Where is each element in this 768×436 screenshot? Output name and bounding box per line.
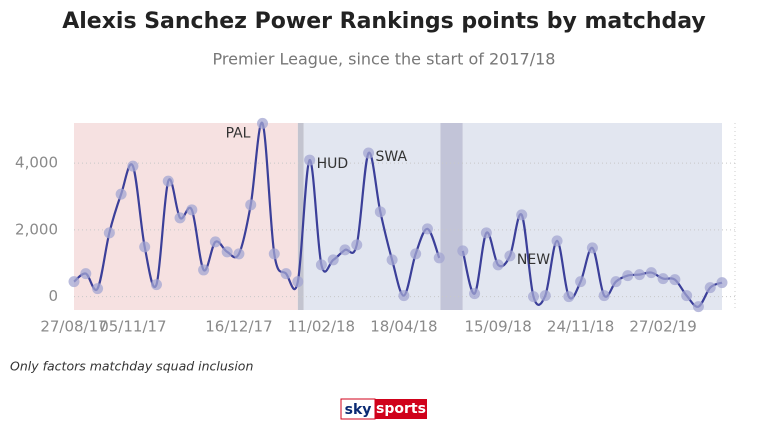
x-tick-label: 27/08/17 xyxy=(40,318,107,336)
data-point xyxy=(80,268,92,280)
data-point xyxy=(150,279,162,291)
annotation: SWA xyxy=(376,149,408,165)
period-band xyxy=(74,123,298,310)
data-point xyxy=(398,290,410,302)
data-point xyxy=(268,248,280,260)
data-point xyxy=(233,248,245,260)
data-point xyxy=(351,239,363,251)
data-point xyxy=(634,269,646,281)
chart-title: Alexis Sanchez Power Rankings points by … xyxy=(62,9,706,34)
data-point xyxy=(457,245,469,257)
data-point xyxy=(657,273,669,285)
data-point xyxy=(127,160,139,172)
data-point xyxy=(386,254,398,266)
data-point xyxy=(363,147,375,159)
data-point xyxy=(692,301,704,313)
data-point xyxy=(469,288,481,300)
y-tick-label: 0 xyxy=(48,287,58,305)
footnote: Only factors matchday squad inclusion xyxy=(10,359,253,374)
data-point xyxy=(280,268,292,280)
y-tick-label: 4,000 xyxy=(15,154,58,172)
data-point xyxy=(257,117,269,129)
data-point xyxy=(704,282,716,294)
data-point xyxy=(92,283,104,295)
data-point xyxy=(539,290,551,302)
period-band xyxy=(440,123,463,310)
data-point xyxy=(209,236,221,248)
data-point xyxy=(292,276,304,288)
annotation: HUD xyxy=(317,156,349,172)
y-tick-label: 2,000 xyxy=(15,220,58,238)
data-point xyxy=(174,212,186,224)
data-point xyxy=(198,264,210,276)
data-point xyxy=(681,290,693,302)
data-point xyxy=(315,259,327,271)
data-point xyxy=(245,199,257,211)
annotation: PAL xyxy=(226,125,251,141)
x-tick-label: 15/09/18 xyxy=(464,318,531,336)
data-point xyxy=(492,259,504,271)
data-point xyxy=(575,276,587,288)
data-point xyxy=(221,246,233,258)
data-point xyxy=(339,244,351,256)
data-point xyxy=(563,291,575,303)
data-point xyxy=(410,248,422,260)
x-tick-label: 11/02/18 xyxy=(288,318,355,336)
data-point xyxy=(716,277,728,289)
period-band xyxy=(297,123,304,310)
data-point xyxy=(327,254,339,266)
x-tick-label: 05/11/17 xyxy=(99,318,166,336)
data-point xyxy=(433,252,445,264)
logo-sky: sky xyxy=(345,402,372,418)
data-point xyxy=(162,175,174,187)
data-point xyxy=(304,154,316,166)
data-point xyxy=(622,270,634,282)
x-tick-label: 27/02/19 xyxy=(629,318,696,336)
chart-subtitle: Premier League, since the start of 2017/… xyxy=(213,50,556,69)
data-point xyxy=(186,204,198,216)
data-point xyxy=(669,274,681,286)
annotation: NEW xyxy=(517,252,550,268)
data-point xyxy=(103,227,115,239)
data-point xyxy=(139,241,151,253)
data-point xyxy=(480,227,492,239)
logo-sky-box xyxy=(340,398,376,420)
data-point xyxy=(551,235,563,247)
data-point xyxy=(374,206,386,218)
x-tick-label: 16/12/17 xyxy=(205,318,272,336)
x-tick-label: 24/11/18 xyxy=(547,318,614,336)
x-tick-label: 18/04/18 xyxy=(370,318,437,336)
data-point xyxy=(610,276,622,288)
data-point xyxy=(645,267,657,279)
data-point xyxy=(527,291,539,303)
data-point xyxy=(68,276,80,288)
data-point xyxy=(598,290,610,302)
data-point xyxy=(504,250,516,262)
data-point xyxy=(421,223,433,235)
data-point xyxy=(115,188,127,200)
logo-sports: sports xyxy=(376,401,426,417)
data-point xyxy=(586,242,598,254)
data-point xyxy=(516,209,528,221)
period-band xyxy=(462,123,722,310)
